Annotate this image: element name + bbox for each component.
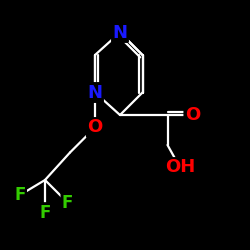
Text: O: O: [88, 118, 103, 136]
Text: O: O: [185, 106, 200, 124]
Text: N: N: [112, 24, 128, 42]
Text: F: F: [62, 194, 73, 212]
Text: N: N: [88, 84, 102, 102]
Text: F: F: [14, 186, 26, 204]
Text: F: F: [39, 204, 51, 222]
Text: OH: OH: [165, 158, 195, 176]
